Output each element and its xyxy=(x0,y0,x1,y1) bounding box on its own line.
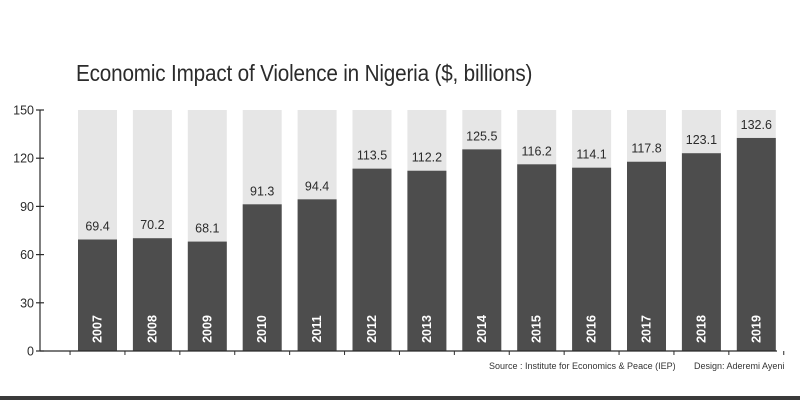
year-label-2015: 2015 xyxy=(530,315,544,343)
bar-2011 xyxy=(297,199,337,351)
bar-2015 xyxy=(517,164,557,351)
value-label-2010: 91.3 xyxy=(250,184,274,198)
value-label-2013: 112.2 xyxy=(412,151,442,165)
y-tick-label-30: 30 xyxy=(20,296,34,310)
y-tick-label-150: 150 xyxy=(13,104,34,118)
bottom-divider xyxy=(0,396,800,400)
value-label-2011: 94.4 xyxy=(305,179,329,193)
year-label-2011: 2011 xyxy=(310,315,324,342)
year-label-2016: 2016 xyxy=(585,315,599,343)
value-label-2018: 123.1 xyxy=(686,133,717,147)
value-label-2008: 70.2 xyxy=(140,218,164,232)
bar-2007 xyxy=(78,239,117,351)
value-label-2019: 132.6 xyxy=(741,118,772,132)
bar-2017 xyxy=(627,161,666,351)
value-label-2017: 117.8 xyxy=(631,142,661,156)
year-label-2013: 2013 xyxy=(420,315,434,343)
bar-2009 xyxy=(187,241,227,351)
bar-2016 xyxy=(572,167,612,351)
year-label-2012: 2012 xyxy=(365,315,379,343)
y-tick-label-0: 0 xyxy=(27,345,34,359)
design-credit: Design: Aderemi Ayeni xyxy=(694,361,785,371)
bar-2014 xyxy=(462,149,502,351)
bar-2010 xyxy=(242,204,282,351)
year-label-2018: 2018 xyxy=(694,315,708,343)
value-label-2012: 113.5 xyxy=(357,149,387,163)
source-note: Source : Institute for Economics & Peace… xyxy=(489,361,676,371)
year-label-2007: 2007 xyxy=(91,315,105,343)
y-tick-label-90: 90 xyxy=(20,200,34,214)
bar-2013 xyxy=(407,170,447,351)
value-label-2007: 69.4 xyxy=(85,219,109,233)
value-label-2016: 114.1 xyxy=(576,148,606,162)
bar-2019 xyxy=(736,137,776,351)
bar-2008 xyxy=(132,238,172,351)
value-label-2014: 125.5 xyxy=(466,129,497,143)
year-label-2009: 2009 xyxy=(200,315,214,343)
year-label-2017: 2017 xyxy=(640,315,654,343)
bar-2012 xyxy=(352,168,392,351)
year-label-2014: 2014 xyxy=(475,315,489,343)
year-label-2019: 2019 xyxy=(749,315,763,343)
y-tick-label-60: 60 xyxy=(20,248,34,262)
bar-2018 xyxy=(681,153,721,351)
y-tick-label-120: 120 xyxy=(13,152,34,166)
value-label-2009: 68.1 xyxy=(195,222,219,236)
year-label-2008: 2008 xyxy=(145,315,159,343)
year-label-2010: 2010 xyxy=(255,315,269,343)
value-label-2015: 116.2 xyxy=(522,144,552,158)
chart-title: Economic Impact of Violence in Nigeria (… xyxy=(76,60,533,86)
